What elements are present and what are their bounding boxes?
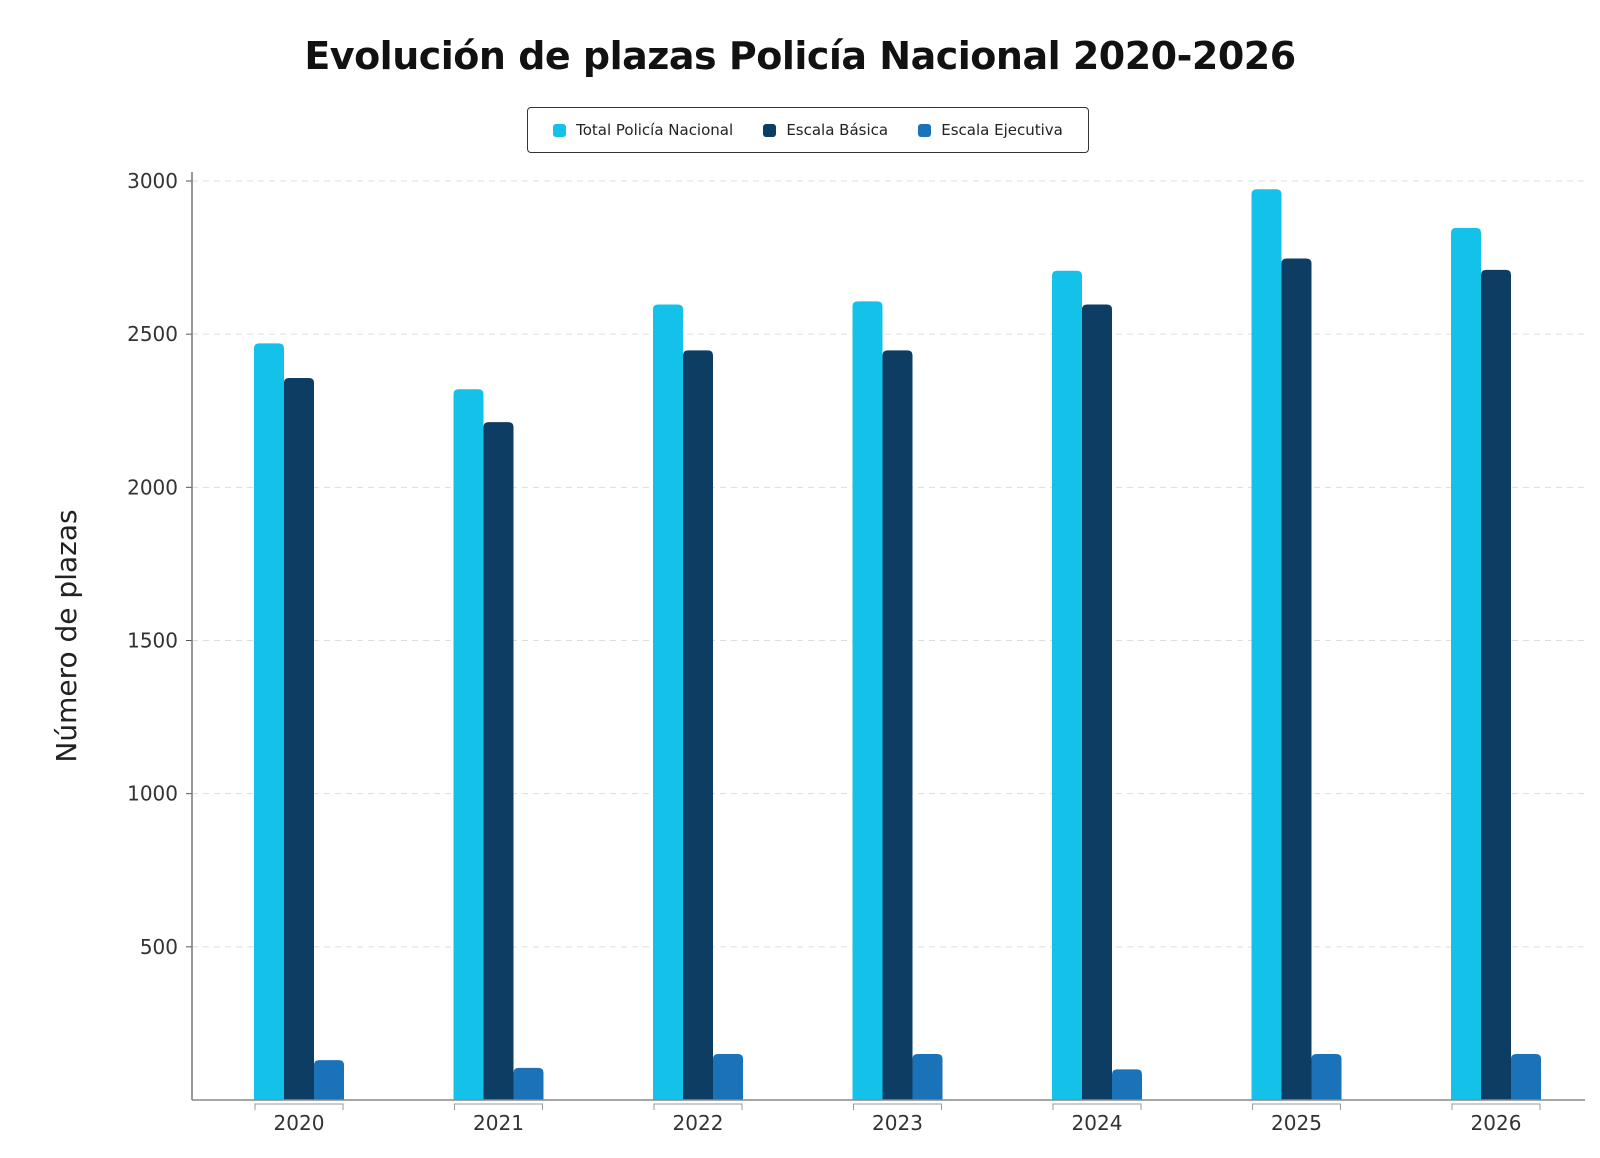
y-tick-label: 1500 <box>127 629 178 653</box>
legend: Total Policía Nacional Escala Básica Esc… <box>527 107 1089 153</box>
bar-escala-ejecutiva-2026 <box>1511 1054 1541 1100</box>
bar-total-policía-nacional-2024 <box>1052 270 1082 1100</box>
bar-escala-básica-2026 <box>1481 269 1511 1100</box>
x-tick-bracket <box>653 1103 743 1110</box>
bar-total-policía-nacional-2023 <box>852 301 883 1100</box>
bar-escala-básica-2024 <box>1082 304 1112 1100</box>
x-tick-bracket <box>454 1103 543 1110</box>
legend-label: Escala Básica <box>786 121 889 139</box>
legend-swatch <box>553 123 567 137</box>
bar-escala-básica-2021 <box>483 422 514 1100</box>
legend-label: Total Policía Nacional <box>576 121 734 139</box>
bar-escala-básica-2025 <box>1281 258 1312 1100</box>
x-tick-bracket <box>254 1103 344 1110</box>
bar-escala-ejecutiva-2020 <box>314 1060 344 1100</box>
bar-escala-básica-2023 <box>882 350 913 1100</box>
legend-label: Escala Ejecutiva <box>941 121 1063 139</box>
bar-escala-ejecutiva-2024 <box>1112 1069 1142 1100</box>
bar-escala-ejecutiva-2022 <box>713 1054 743 1100</box>
bar-total-policía-nacional-2026 <box>1451 227 1481 1100</box>
x-tick-label: 2021 <box>473 1111 524 1135</box>
legend-swatch <box>918 123 932 137</box>
x-tick-bracket <box>1451 1103 1541 1110</box>
x-tick-label: 2025 <box>1271 1111 1322 1135</box>
legend-item-total: Total Policía Nacional <box>553 121 733 139</box>
x-tick-bracket <box>1052 1103 1142 1110</box>
bar-escala-ejecutiva-2021 <box>513 1067 544 1100</box>
bar-total-policía-nacional-2021 <box>453 389 484 1101</box>
chart-title: Evolución de plazas Policía Nacional 202… <box>304 34 1296 78</box>
legend-swatch <box>763 123 777 137</box>
y-tick-label: 3000 <box>127 169 178 193</box>
y-tick-label: 2500 <box>127 322 178 346</box>
bar-total-policía-nacional-2025 <box>1251 189 1282 1100</box>
legend-item-ejecutiva: Escala Ejecutiva <box>918 121 1063 139</box>
bar-total-policía-nacional-2020 <box>254 343 284 1100</box>
x-tick-label: 2020 <box>274 1111 325 1135</box>
x-tick-label: 2024 <box>1072 1111 1123 1135</box>
y-tick-label: 1000 <box>127 782 178 806</box>
x-tick-bracket <box>853 1103 942 1110</box>
x-tick-label: 2022 <box>673 1111 724 1135</box>
bar-escala-básica-2020 <box>284 377 314 1101</box>
bar-escala-básica-2022 <box>683 350 713 1100</box>
x-tick-bracket <box>1252 1103 1341 1110</box>
bar-escala-ejecutiva-2025 <box>1311 1054 1342 1100</box>
y-tick-label: 2000 <box>127 475 178 499</box>
legend-item-basica: Escala Básica <box>763 121 888 139</box>
y-axis-label: Número de plazas <box>50 509 83 762</box>
x-tick-label: 2026 <box>1471 1111 1522 1135</box>
y-tick-label: 500 <box>140 935 178 959</box>
bar-escala-ejecutiva-2023 <box>912 1054 943 1100</box>
bar-total-policía-nacional-2022 <box>653 304 683 1100</box>
x-tick-label: 2023 <box>872 1111 923 1135</box>
